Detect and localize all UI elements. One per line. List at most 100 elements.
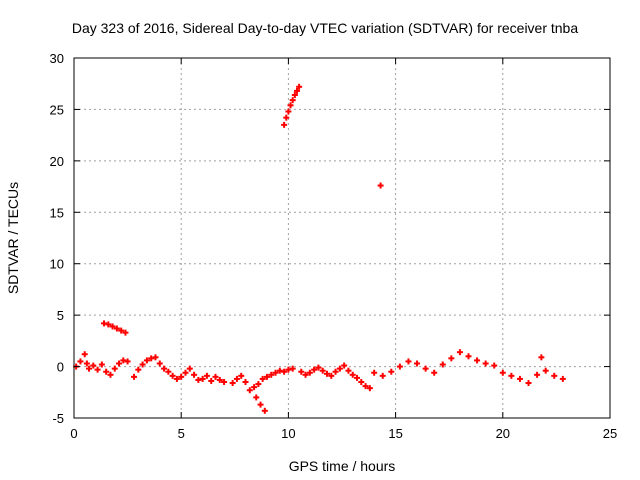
- data-point: [208, 377, 215, 384]
- data-point: [101, 320, 108, 327]
- data-point: [257, 401, 264, 408]
- data-point: [287, 102, 294, 109]
- data-point: [268, 371, 275, 378]
- data-point: [94, 366, 101, 373]
- data-point: [289, 365, 296, 372]
- data-point: [315, 364, 322, 371]
- data-point: [358, 379, 365, 385]
- data-point: [259, 375, 266, 382]
- plot-frame: [73, 57, 611, 419]
- grid-lines: [74, 58, 610, 418]
- data-point: [319, 367, 326, 374]
- data-point: [113, 325, 120, 332]
- x-tick-label: 20: [496, 426, 510, 441]
- data-point: [124, 358, 131, 365]
- data-point: [281, 121, 288, 128]
- chart-title: Day 323 of 2016, Sidereal Day-to-day VTE…: [72, 20, 579, 36]
- data-point: [182, 369, 189, 376]
- data-point: [499, 369, 506, 376]
- data-point: [336, 365, 343, 372]
- data-point: [349, 371, 356, 378]
- data-point: [377, 182, 384, 189]
- data-point: [534, 371, 541, 378]
- data-point: [272, 369, 279, 376]
- data-point: [152, 354, 159, 361]
- data-point: [323, 370, 330, 377]
- data-point: [139, 361, 146, 368]
- y-tick-label: 15: [50, 205, 64, 220]
- data-point: [332, 368, 339, 375]
- data-point: [81, 351, 88, 358]
- data-point: [255, 381, 262, 388]
- data-point: [261, 407, 268, 414]
- data-point: [341, 362, 348, 369]
- data-point: [148, 355, 155, 362]
- data-point: [525, 380, 532, 387]
- data-point: [559, 375, 566, 382]
- data-point: [212, 373, 219, 380]
- data-point: [448, 355, 455, 362]
- data-point: [311, 366, 318, 373]
- data-point: [291, 92, 298, 99]
- data-point: [178, 373, 185, 380]
- data-point: [242, 379, 249, 385]
- data-point: [362, 383, 369, 390]
- data-point: [116, 360, 123, 367]
- data-point: [191, 371, 198, 378]
- data-point: [296, 83, 303, 90]
- y-tick-label: 20: [50, 154, 64, 169]
- data-point: [456, 349, 463, 356]
- data-point: [111, 365, 118, 372]
- data-point: [161, 365, 168, 372]
- data-point: [233, 375, 240, 382]
- data-point: [283, 114, 290, 121]
- data-point: [216, 376, 223, 383]
- data-point: [508, 372, 515, 379]
- data-point: [199, 375, 206, 382]
- data-point: [306, 369, 313, 376]
- data-point: [371, 369, 378, 376]
- x-tick-label: 5: [178, 426, 185, 441]
- data-point: [173, 375, 180, 382]
- data-point: [354, 374, 361, 381]
- data-point: [90, 362, 97, 369]
- data-point: [135, 366, 142, 373]
- data-point: [516, 375, 523, 382]
- x-tick-label: 10: [281, 426, 295, 441]
- x-tick-label: 15: [388, 426, 402, 441]
- data-point: [86, 365, 93, 372]
- data-point: [285, 108, 292, 115]
- data-point: [221, 379, 228, 385]
- data-point: [246, 387, 253, 394]
- y-tick-label: 5: [57, 308, 64, 323]
- data-point: [143, 357, 150, 364]
- data-point: [414, 360, 421, 367]
- x-tick-label: 25: [603, 426, 617, 441]
- data-point: [156, 360, 163, 367]
- data-point: [293, 87, 300, 94]
- data-point: [551, 372, 558, 379]
- data-point: [289, 97, 296, 104]
- x-tick-label: 0: [70, 426, 77, 441]
- data-point: [195, 376, 202, 383]
- data-point: [302, 371, 309, 378]
- data-point: [251, 384, 258, 391]
- data-point: [229, 380, 236, 387]
- axis-ticks: 0 5 10 15 20 25 -5 0 5 10 15 20 25 30: [50, 51, 618, 441]
- y-tick-label: 25: [50, 102, 64, 117]
- data-point: [165, 368, 172, 375]
- data-point: [422, 365, 429, 372]
- data-point: [439, 361, 446, 368]
- data-point: [345, 367, 352, 374]
- data-point: [186, 365, 193, 372]
- data-point: [396, 363, 403, 370]
- data-point: [203, 372, 210, 379]
- y-tick-label: 30: [50, 51, 64, 66]
- data-point: [542, 367, 549, 374]
- data-point: [431, 369, 438, 376]
- data-point: [491, 362, 498, 369]
- x-axis-label: GPS time / hours: [289, 458, 396, 474]
- data-point: [298, 368, 305, 375]
- data-point: [405, 358, 412, 365]
- y-tick-label: 0: [57, 360, 64, 375]
